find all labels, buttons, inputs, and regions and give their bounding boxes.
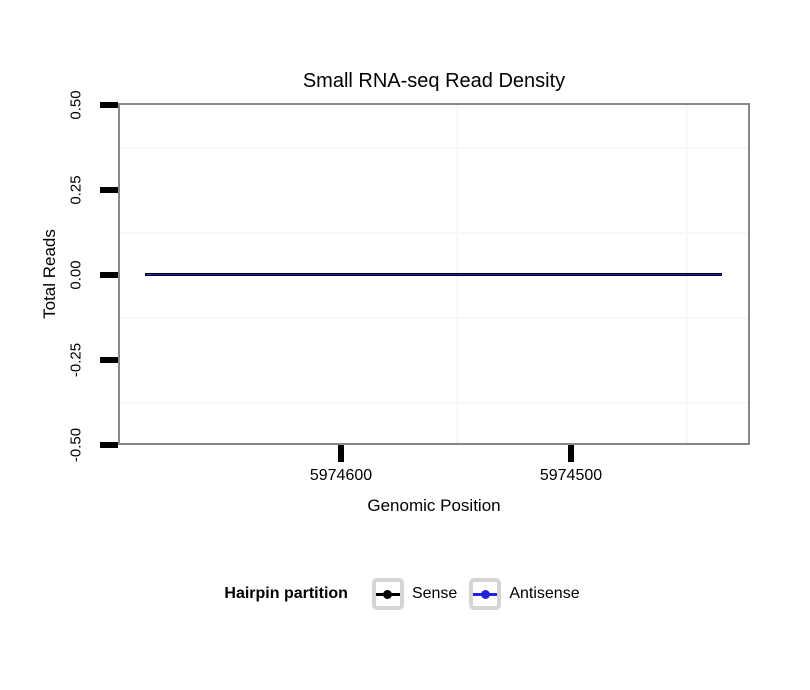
minor-gridline-horizontal [120,317,748,319]
y-tick-label: -0.25 [67,342,85,378]
y-axis-tick [100,272,118,278]
sense-point-icon [383,589,393,599]
y-tick-label: 0.00 [67,260,85,290]
x-axis-tick [568,445,574,462]
plot-panel [118,103,750,445]
minor-gridline-horizontal [120,147,748,149]
antisense-point-icon [480,589,490,599]
legend-label-antisense: Antisense [509,585,580,602]
y-axis-title: Total Reads [40,229,59,319]
x-tick-label: 5974600 [309,467,373,484]
minor-gridline-horizontal [120,232,748,234]
y-tick-label: 0.50 [67,90,85,120]
antisense-series-line [145,274,722,275]
legend-key-antisense [469,578,502,610]
legend-item-antisense: Antisense [469,578,580,610]
y-axis-tick [100,442,118,448]
y-tick-label: 0.25 [67,175,85,205]
x-axis-tick [338,445,344,462]
y-axis-tick [100,187,118,193]
y-tick-label: -0.50 [67,427,85,463]
legend-label-sense: Sense [411,585,458,602]
x-axis-title: Genomic Position [367,496,501,515]
legend: Hairpin partition Sense Antisense [0,576,810,612]
x-tick-label: 5974500 [539,467,603,484]
minor-gridline-horizontal [120,402,748,404]
legend-key-sense [371,578,404,610]
y-axis-tick [100,102,118,108]
legend-item-sense: Sense [371,578,458,610]
legend-title: Hairpin partition [224,585,348,602]
chart-title: Small RNA-seq Read Density [302,70,566,92]
y-axis-tick [100,357,118,363]
